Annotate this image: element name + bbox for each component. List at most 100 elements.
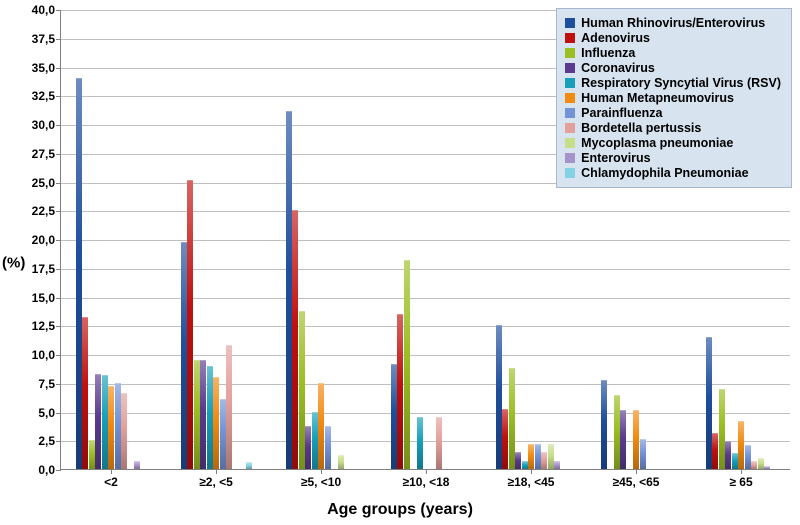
legend-item: Parainfluenza bbox=[565, 106, 781, 120]
bar bbox=[509, 368, 515, 469]
legend-swatch bbox=[565, 18, 575, 28]
y-tick-label: 25,0 bbox=[32, 176, 61, 190]
legend: Human Rhinovirus/EnterovirusAdenovirusIn… bbox=[556, 8, 792, 188]
legend-swatch bbox=[565, 33, 575, 43]
gridline bbox=[61, 326, 790, 327]
legend-swatch bbox=[565, 93, 575, 103]
bar bbox=[751, 461, 757, 469]
bar bbox=[102, 375, 108, 469]
legend-label: Respiratory Syncytial Virus (RSV) bbox=[581, 76, 781, 90]
y-tick-label: 0,0 bbox=[38, 463, 61, 477]
x-tick-label: ≥ 65 bbox=[729, 469, 752, 489]
bar bbox=[220, 399, 226, 469]
legend-item: Coronavirus bbox=[565, 61, 781, 75]
legend-label: Adenovirus bbox=[581, 31, 650, 45]
gridline bbox=[61, 355, 790, 356]
bar bbox=[338, 455, 344, 469]
bar bbox=[745, 445, 751, 469]
bar bbox=[200, 360, 206, 469]
bar bbox=[764, 466, 770, 469]
legend-label: Bordetella pertussis bbox=[581, 121, 701, 135]
bar bbox=[522, 461, 528, 469]
gridline bbox=[61, 298, 790, 299]
legend-swatch bbox=[565, 153, 575, 163]
bar bbox=[305, 426, 311, 469]
legend-swatch bbox=[565, 123, 575, 133]
bar bbox=[121, 393, 127, 469]
bar bbox=[732, 453, 738, 469]
y-tick-label: 7,5 bbox=[38, 377, 61, 391]
bar bbox=[134, 461, 140, 469]
legend-label: Enterovirus bbox=[581, 151, 650, 165]
gridline bbox=[61, 269, 790, 270]
bar bbox=[554, 461, 560, 469]
legend-label: Coronavirus bbox=[581, 61, 655, 75]
y-tick-label: 15,0 bbox=[32, 291, 61, 305]
bar bbox=[436, 417, 442, 469]
legend-label: Human Metapneumovirus bbox=[581, 91, 734, 105]
bar bbox=[535, 444, 541, 469]
bar bbox=[89, 440, 95, 469]
y-tick-label: 30,0 bbox=[32, 118, 61, 132]
bar bbox=[706, 337, 712, 469]
gridline bbox=[61, 413, 790, 414]
bar bbox=[299, 311, 305, 469]
bar bbox=[187, 180, 193, 469]
bar bbox=[246, 462, 252, 469]
bar bbox=[108, 386, 114, 469]
y-tick-label: 20,0 bbox=[32, 233, 61, 247]
bar bbox=[82, 317, 88, 469]
x-tick-label: <2 bbox=[104, 469, 118, 489]
bar bbox=[312, 412, 318, 470]
x-tick-label: ≥18, <45 bbox=[508, 469, 555, 489]
y-tick-label: 12,5 bbox=[32, 319, 61, 333]
legend-swatch bbox=[565, 168, 575, 178]
x-tick-label: ≥2, <5 bbox=[199, 469, 233, 489]
y-tick-label: 32,5 bbox=[32, 89, 61, 103]
bar bbox=[725, 441, 731, 469]
bar bbox=[719, 389, 725, 470]
bar bbox=[640, 439, 646, 469]
bar bbox=[541, 452, 547, 469]
gridline bbox=[61, 211, 790, 212]
bar bbox=[515, 452, 521, 469]
bar bbox=[758, 458, 764, 470]
bar bbox=[292, 210, 298, 469]
legend-item: Chlamydophila Pneumoniae bbox=[565, 166, 781, 180]
bar bbox=[404, 260, 410, 469]
legend-item: Bordetella pertussis bbox=[565, 121, 781, 135]
bar bbox=[226, 345, 232, 469]
bar bbox=[76, 78, 82, 469]
legend-swatch bbox=[565, 78, 575, 88]
legend-label: Chlamydophila Pneumoniae bbox=[581, 166, 748, 180]
legend-swatch bbox=[565, 48, 575, 58]
bar bbox=[417, 417, 423, 469]
legend-item: Influenza bbox=[565, 46, 781, 60]
bar bbox=[325, 426, 331, 469]
bar bbox=[548, 444, 554, 469]
y-tick-label: 5,0 bbox=[38, 406, 61, 420]
chart-container: (%) Age groups (years) 0,02,55,07,510,01… bbox=[0, 0, 800, 525]
y-axis-label: (%) bbox=[2, 254, 25, 271]
y-tick-label: 10,0 bbox=[32, 348, 61, 362]
legend-item: Respiratory Syncytial Virus (RSV) bbox=[565, 76, 781, 90]
legend-swatch bbox=[565, 108, 575, 118]
legend-item: Enterovirus bbox=[565, 151, 781, 165]
bar bbox=[620, 410, 626, 469]
bar bbox=[496, 325, 502, 469]
legend-label: Influenza bbox=[581, 46, 635, 60]
x-tick-label: ≥10, <18 bbox=[403, 469, 450, 489]
y-tick-label: 27,5 bbox=[32, 147, 61, 161]
bar bbox=[502, 409, 508, 469]
bar bbox=[528, 444, 534, 469]
legend-item: Adenovirus bbox=[565, 31, 781, 45]
bar bbox=[286, 111, 292, 469]
gridline bbox=[61, 441, 790, 442]
bar bbox=[115, 383, 121, 469]
bar bbox=[207, 366, 213, 470]
y-tick-label: 2,5 bbox=[38, 434, 61, 448]
y-tick-label: 35,0 bbox=[32, 61, 61, 75]
legend-swatch bbox=[565, 138, 575, 148]
bar bbox=[194, 360, 200, 469]
gridline bbox=[61, 384, 790, 385]
